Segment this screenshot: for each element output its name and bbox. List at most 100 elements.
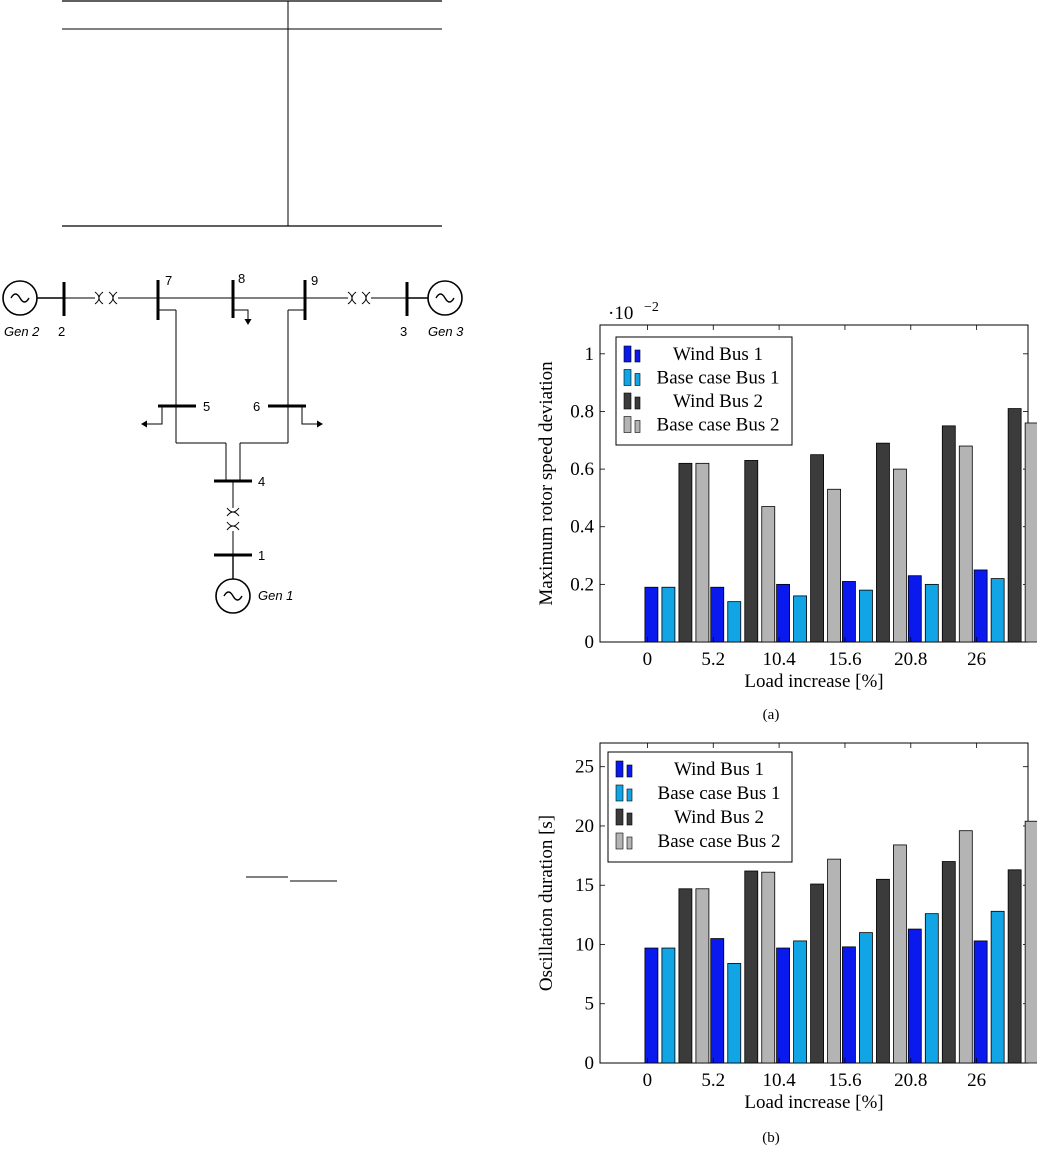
legend-entry: Wind Bus 2: [673, 391, 763, 412]
bar: [776, 583, 791, 643]
y-tick-label: 1: [585, 344, 595, 365]
figure-caption: (a): [763, 707, 780, 723]
legend-entry: Wind Bus 2: [674, 807, 764, 828]
x-tick-label: 10.4: [762, 649, 796, 670]
x-tick-label: 15.6: [828, 1070, 861, 1091]
bus-label-9: 9: [311, 273, 318, 288]
legend-entry: Base case Bus 1: [658, 783, 781, 804]
y-tick-label: 0: [585, 1053, 595, 1074]
legend-entry: Wind Bus 1: [673, 344, 763, 365]
bar: [941, 425, 956, 643]
bar: [1007, 408, 1022, 643]
bar: [661, 947, 676, 1064]
bar: [744, 870, 759, 1064]
bar: [990, 910, 1005, 1064]
bar: [958, 445, 973, 643]
bar: [924, 913, 939, 1064]
bus-label-2: 2: [58, 324, 65, 339]
legend-swatch: [615, 784, 624, 802]
bar: [761, 506, 776, 643]
y-tick-label: 0.8: [570, 401, 594, 422]
legend-swatch: [623, 392, 632, 410]
bar: [893, 468, 907, 643]
bar: [827, 488, 842, 643]
legend-entry: Wind Bus 1: [674, 759, 764, 780]
x-tick-label: 26: [967, 1070, 986, 1091]
x-tick-label: 10.4: [762, 1070, 796, 1091]
legend-swatch-small: [634, 349, 641, 363]
bar: [810, 454, 825, 643]
bar: [644, 586, 659, 643]
generator-2: [2, 280, 38, 316]
x-tick-label: 5.2: [701, 1070, 725, 1091]
chart-b: 0 5 10 15 20 25 0 5.2 10.4 15.6 20.8 26 Load increas…: [530, 730, 1037, 1150]
diagram-svg: Gen 2 Gen 3 Gen 1 2 3 7 8 9 5 6 4 1: [2, 271, 464, 614]
legend-box: [607, 751, 793, 863]
chart-a-svg: 0 0.2 0.4 0.6 0.8 1 0 5.2 10.4 15.6 20.8 26 Load inc…: [536, 300, 1037, 723]
bus-label-5: 5: [203, 399, 210, 414]
bar: [876, 878, 890, 1064]
bar: [876, 442, 890, 643]
x-axis-label: Load increase [%]: [744, 671, 883, 692]
transformer-2-7: [94, 291, 118, 305]
bus-label-8: 8: [238, 271, 245, 286]
fraction-line-fragment: [246, 876, 337, 882]
table-fragment: [62, 0, 442, 230]
bar: [842, 946, 856, 1064]
legend-swatch-small: [626, 836, 633, 850]
x-tick-label: 0: [643, 1070, 653, 1091]
y-tick-label: 0.2: [570, 574, 594, 595]
x-tick-label: 15.6: [828, 649, 861, 670]
legend-entry: Base case Bus 2: [657, 415, 780, 436]
y-tick-label: 15: [575, 875, 594, 896]
legend-swatch-small: [626, 788, 633, 802]
bar: [907, 575, 922, 643]
bar: [1024, 820, 1037, 1064]
generator-3: [427, 280, 463, 316]
transformer-9-3: [347, 291, 371, 305]
bar: [710, 938, 725, 1064]
bar: [793, 940, 808, 1064]
y-tick-label: 10: [575, 934, 594, 955]
x-tick-label: 20.8: [894, 649, 927, 670]
legend-swatch: [623, 369, 632, 386]
bus-label-7: 7: [165, 273, 172, 288]
y-tick-label: 20: [575, 816, 594, 837]
load-arrow-8: [233, 309, 252, 325]
bar: [727, 601, 742, 643]
bus-label-3: 3: [400, 324, 407, 339]
axis-scale-label: ·10: [608, 303, 633, 324]
legend-box: [615, 336, 793, 446]
x-tick-label: 26: [967, 649, 986, 670]
x-tick-label: 0: [643, 649, 653, 670]
bar: [924, 583, 939, 643]
bar: [941, 861, 956, 1064]
bus-label-4: 4: [258, 474, 265, 489]
bar: [907, 928, 922, 1064]
bar: [644, 947, 659, 1064]
legend-swatch-small: [634, 420, 641, 433]
bus-label-1: 1: [258, 548, 265, 563]
bar: [695, 462, 710, 643]
y-axis-label: Oscillation duration [s]: [536, 815, 557, 991]
y-tick-label: 5: [585, 994, 595, 1015]
transformer-4-1: [226, 507, 240, 531]
x-tick-label: 5.2: [701, 649, 725, 670]
legend-swatch-small: [626, 812, 633, 826]
y-tick-label: 0.4: [570, 517, 594, 538]
chart-b-svg: 0 5 10 15 20 25 0 5.2 10.4 15.6 20.8 26 Load increas…: [536, 742, 1037, 1146]
bar: [678, 462, 693, 643]
bar: [859, 589, 873, 643]
bar: [810, 883, 825, 1064]
legend-swatch-small: [634, 396, 641, 410]
y-tick-label: 0.6: [570, 459, 594, 480]
chart-a: 0 0.2 0.4 0.6 0.8 1 0 5.2 10.4 15.6 20.8 26 Load inc…: [530, 295, 1037, 730]
bar: [973, 569, 988, 643]
x-tick-label: 20.8: [894, 1070, 927, 1091]
legend-entry: Base case Bus 1: [657, 368, 780, 389]
gen-label-2: Gen 2: [4, 324, 40, 339]
bar: [842, 581, 856, 643]
bar: [859, 932, 873, 1064]
legend-swatch: [615, 832, 624, 850]
bar: [1007, 869, 1022, 1064]
